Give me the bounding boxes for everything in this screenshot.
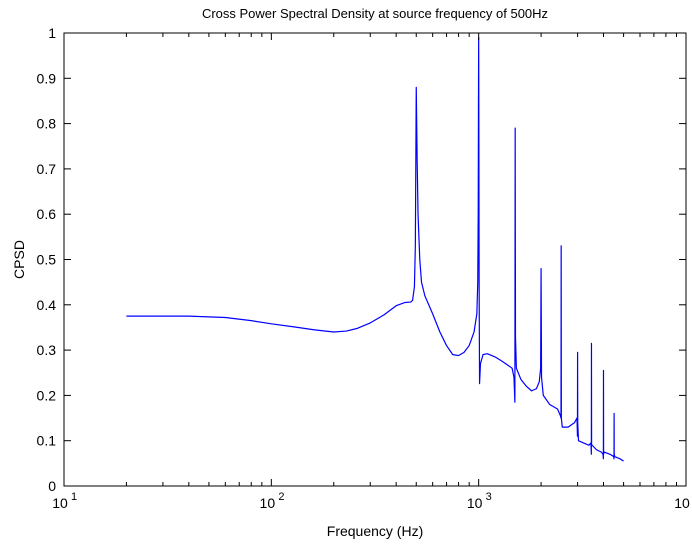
y-tick-label: 0.5 bbox=[37, 252, 57, 268]
y-tick-label: 0.8 bbox=[37, 116, 57, 132]
y-tick-label: 0.7 bbox=[37, 161, 57, 177]
y-axis-title: CPSD bbox=[11, 240, 27, 279]
y-tick-label: 0.6 bbox=[37, 206, 57, 222]
y-tick-label: 0.9 bbox=[37, 70, 57, 86]
x-tick-label: 10 bbox=[52, 495, 68, 511]
y-tick-label: 0.1 bbox=[37, 433, 57, 449]
x-tick-exponent: 1 bbox=[71, 491, 77, 503]
x-tick-exponent: 3 bbox=[486, 491, 492, 503]
x-tick-exponent: 2 bbox=[278, 491, 284, 503]
x-tick-label: 10 bbox=[467, 495, 483, 511]
y-tick-label: 0.3 bbox=[37, 342, 57, 358]
plot-layer bbox=[126, 36, 624, 462]
y-tick-label: 0 bbox=[48, 478, 56, 494]
y-tick-label: 1 bbox=[48, 25, 56, 41]
plot-area bbox=[64, 33, 686, 486]
x-tick-label: 10 bbox=[674, 495, 690, 511]
x-axis-title: Frequency (Hz) bbox=[327, 523, 423, 539]
y-tick-label: 0.2 bbox=[37, 387, 57, 403]
chart-title: Cross Power Spectral Density at source f… bbox=[202, 6, 548, 21]
y-tick-label: 0.4 bbox=[37, 297, 57, 313]
x-tick-label: 10 bbox=[260, 495, 276, 511]
series-line-0 bbox=[126, 36, 624, 462]
